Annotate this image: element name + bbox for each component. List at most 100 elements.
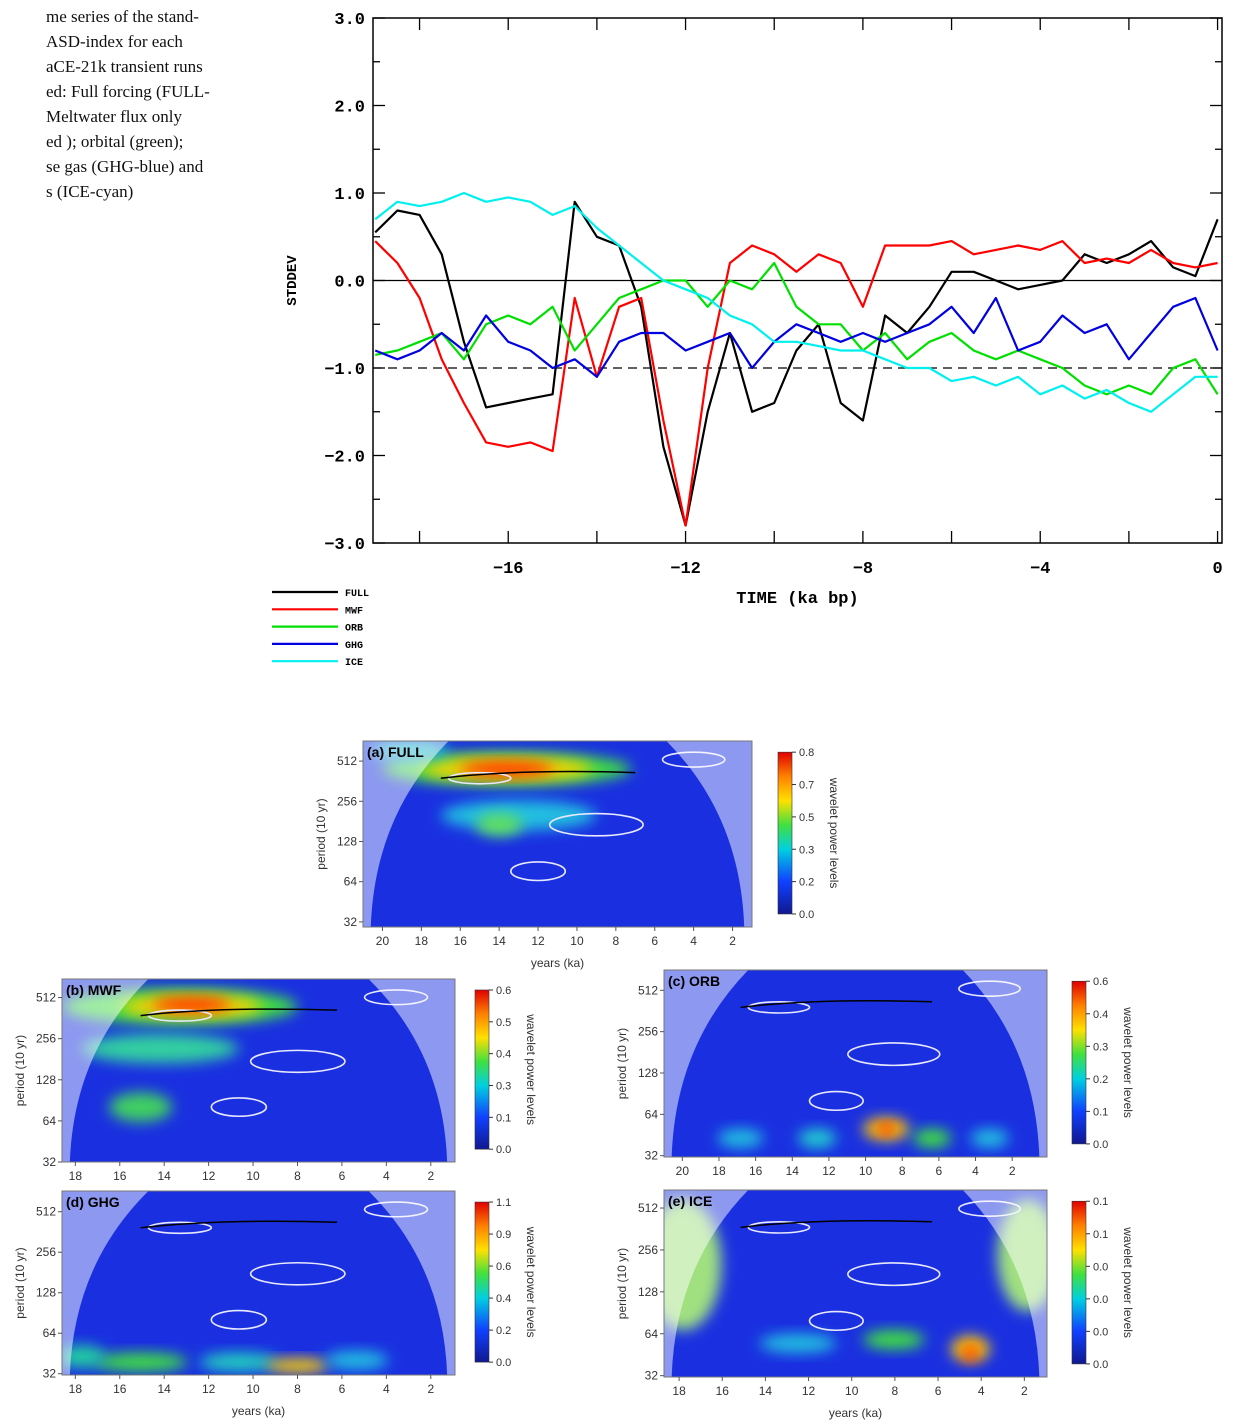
legend-label: ICE <box>345 658 363 669</box>
x-tick-label: 10 <box>859 1164 873 1178</box>
y-tick-label: 128 <box>638 1285 658 1299</box>
plot-frame <box>663 969 1048 1158</box>
power-blob <box>81 1033 239 1064</box>
panel-title: (b) MWF <box>66 982 122 998</box>
y-tick-label: 2.0 <box>334 99 365 118</box>
significance-contour <box>847 1262 941 1287</box>
y-tick-label: 256 <box>36 1032 56 1046</box>
x-tick-label: 12 <box>202 1382 216 1396</box>
colorbar-tick-label: 0.7 <box>799 780 814 792</box>
colorbar-tick-label: 0.1 <box>496 1112 511 1124</box>
x-tick-label: 8 <box>294 1382 301 1396</box>
power-blob <box>798 1128 837 1148</box>
y-axis-label: period (10 yr) <box>314 798 328 869</box>
colorbar-tick-label: 0.4 <box>496 1049 511 1061</box>
caption-line: Meltwater flux only <box>46 107 182 126</box>
power-blob <box>266 1358 330 1374</box>
y-tick-label: 256 <box>337 794 357 808</box>
y-tick-label: 32 <box>43 1367 57 1381</box>
colorbar-label: wavelet power levels <box>827 777 841 889</box>
caption-line: ASD-index for each <box>46 32 183 51</box>
significance-contour <box>249 1049 346 1074</box>
y-tick-label: 256 <box>638 1243 658 1257</box>
legend-label: MWF <box>345 606 363 617</box>
y-tick-label: 32 <box>43 1155 57 1169</box>
significance-contour <box>847 1042 941 1067</box>
y-tick-label: −2.0 <box>324 449 365 468</box>
ridge-line <box>740 1219 933 1229</box>
x-tick-label: 18 <box>712 1164 726 1178</box>
x-tick-label: −4 <box>1030 560 1050 579</box>
cone-of-influence <box>664 1190 1047 1377</box>
ridge-line <box>740 999 933 1009</box>
x-tick-label: 10 <box>570 934 584 948</box>
significance-contour <box>447 771 512 785</box>
plot-frame <box>61 978 456 1163</box>
colorbar-tick-label: 0.0 <box>1093 1326 1108 1338</box>
power-blob <box>109 1092 173 1122</box>
colorbar-tick-label: 0.0 <box>799 909 814 921</box>
power-blob <box>62 1345 106 1368</box>
colorbar-tick-label: 0.0 <box>1093 1261 1108 1273</box>
x-tick-label: −12 <box>670 560 701 579</box>
y-tick-label: 1.0 <box>334 186 365 205</box>
y-tick-label: 128 <box>36 1073 56 1087</box>
colorbar-tick-label: 0.6 <box>496 985 511 997</box>
x-tick-label: 12 <box>531 934 545 948</box>
x-axis-label: TIME (ka bp) <box>736 590 858 609</box>
power-blob <box>863 1330 925 1349</box>
x-tick-label: 2 <box>1009 1164 1016 1178</box>
series-line <box>374 240 1218 527</box>
y-tick-label: −1.0 <box>324 361 365 380</box>
x-tick-label: 18 <box>69 1169 83 1183</box>
x-tick-label: 16 <box>113 1169 127 1183</box>
x-tick-label: 18 <box>69 1382 83 1396</box>
x-tick-label: 4 <box>690 934 697 948</box>
power-blob <box>970 1128 1009 1148</box>
x-tick-label: 8 <box>613 934 620 948</box>
colorbar-tick-label: 0.3 <box>1093 1041 1108 1053</box>
significance-contour <box>808 1090 864 1112</box>
x-tick-label: 10 <box>246 1169 260 1183</box>
y-axis-label: period (10 yr) <box>13 1035 27 1106</box>
y-tick-label: 128 <box>337 834 357 848</box>
x-tick-label: 2 <box>427 1382 434 1396</box>
series-line <box>374 296 1219 378</box>
caption-line: aCE-21k transient runs <box>46 57 203 76</box>
x-tick-label: 14 <box>158 1169 172 1183</box>
x-tick-label: −16 <box>493 560 524 579</box>
colorbar-tick-label: 0.5 <box>496 1017 511 1029</box>
y-tick-label: 128 <box>36 1286 56 1300</box>
y-tick-label: 64 <box>43 1326 57 1340</box>
wavelet-field <box>62 1191 455 1375</box>
x-tick-label: 6 <box>936 1164 943 1178</box>
x-tick-label: 6 <box>651 934 658 948</box>
colorbar <box>777 751 793 915</box>
y-axis-label: STDDEV <box>285 255 301 306</box>
x-tick-label: 4 <box>972 1164 979 1178</box>
power-blob <box>475 813 523 836</box>
x-tick-label: 14 <box>158 1382 172 1396</box>
caption-line: se gas (GHG-blue) and <box>46 157 204 176</box>
y-tick-label: 32 <box>344 915 358 929</box>
significance-contour <box>808 1310 864 1332</box>
x-tick-label: 8 <box>294 1169 301 1183</box>
y-tick-label: 256 <box>36 1245 56 1259</box>
x-tick-label: 16 <box>454 934 468 948</box>
significance-contour <box>210 1097 268 1118</box>
panel-title: (c) ORB <box>668 973 720 989</box>
caption-line: ed ); orbital (green); <box>46 132 183 151</box>
colorbar-tick-label: 0.2 <box>496 1325 511 1337</box>
colorbar-tick-label: 0.2 <box>1093 1074 1108 1086</box>
wavelet-field <box>62 979 455 1162</box>
significance-contour <box>147 1009 213 1022</box>
significance-contour <box>147 1221 213 1235</box>
ridge-line <box>440 770 636 779</box>
colorbar-label: wavelet power levels <box>1121 1226 1135 1338</box>
colorbar-label: wavelet power levels <box>524 1013 538 1125</box>
